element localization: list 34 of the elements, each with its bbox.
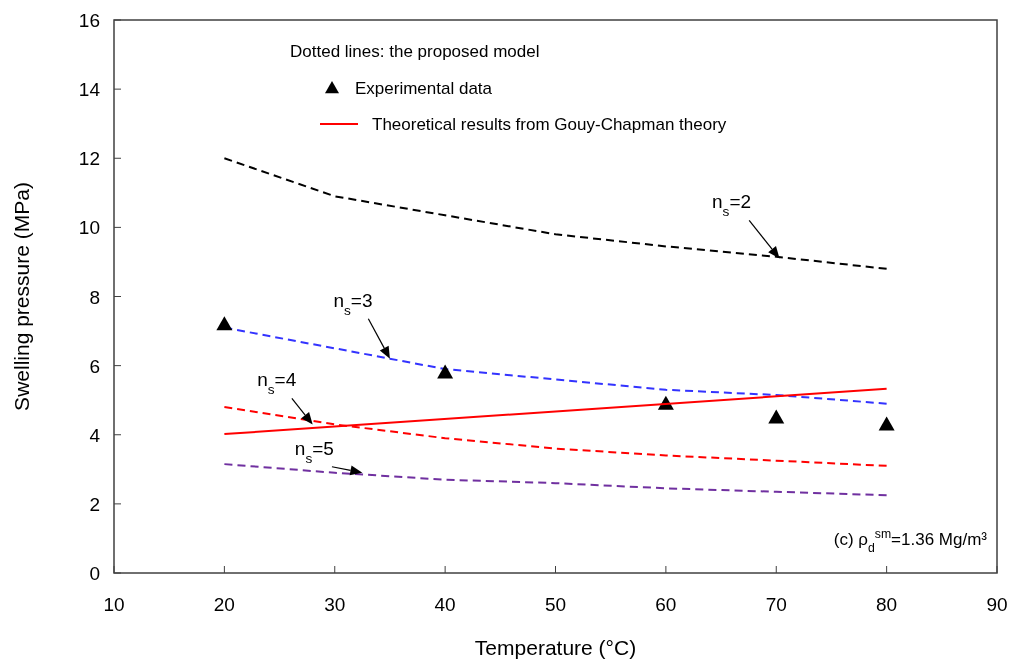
x-tick-label: 70 [765, 594, 787, 615]
x-tick-label: 30 [324, 594, 346, 615]
line-series [223, 463, 888, 497]
y-tick-label: 0 [89, 563, 100, 584]
legend-label: Theoretical results from Gouy-Chapman theory [372, 115, 727, 134]
annotation: n$_{s}$=2 [712, 191, 752, 219]
legend-title: Dotted lines: the proposed model [290, 42, 540, 61]
y-tick-label: 6 [89, 355, 100, 377]
point [768, 409, 785, 424]
y-tick-label: 2 [89, 493, 100, 515]
x-tick-label: 50 [544, 594, 567, 615]
y-tick-label: 10 [78, 217, 100, 239]
y-axis-title: Swelling pressure (MPa) [10, 182, 33, 411]
x-axis-title: Temperature (°C) [474, 636, 637, 659]
x-tick-label: 10 [103, 594, 125, 615]
y-tick-label: 14 [78, 79, 101, 101]
point [216, 316, 233, 331]
y-tick-label: 8 [89, 286, 100, 308]
y-tick-label: 12 [78, 148, 100, 170]
point [878, 416, 895, 431]
point [437, 364, 454, 379]
annotation: (c) ρ$_{d}$$^{sm}$=1.36 Mg/m³ [833, 527, 988, 555]
x-tick-label: 80 [876, 594, 898, 615]
line-series [223, 157, 888, 270]
y-tick-label: 4 [89, 424, 101, 446]
annotation: n$_{s}$=4 [257, 369, 297, 397]
legend-label: Experimental data [355, 79, 493, 98]
x-tick-label: 60 [655, 594, 677, 615]
x-tick-label: 90 [986, 594, 1008, 615]
annotation: n$_{s}$=3 [333, 289, 373, 318]
x-tick-label: 20 [213, 594, 235, 615]
annotation: n$_{s}$=5 [294, 437, 334, 466]
x-tick-label: 40 [434, 594, 456, 615]
y-tick-label: 16 [78, 10, 100, 31]
